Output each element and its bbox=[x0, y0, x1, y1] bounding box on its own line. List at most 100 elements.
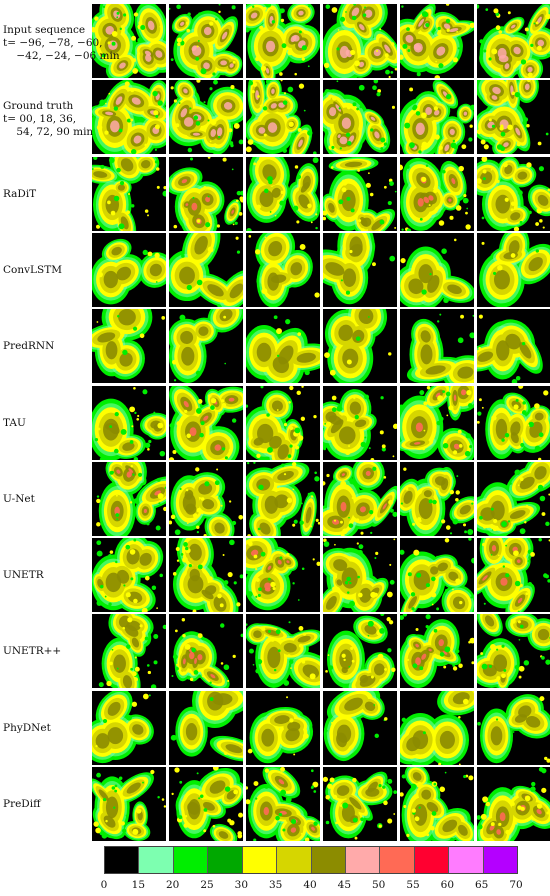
row-label: Input sequence t= −96, −78, −60, −42, −2… bbox=[3, 24, 120, 62]
radar-frame bbox=[246, 80, 320, 155]
row-label: UNETR bbox=[3, 569, 44, 582]
radar-frame bbox=[400, 309, 474, 384]
radar-frame bbox=[400, 690, 474, 765]
panel-row bbox=[92, 614, 550, 689]
radar-frame bbox=[400, 385, 474, 460]
panel-row bbox=[92, 690, 550, 765]
colorbar-segment bbox=[380, 847, 415, 873]
row-label: PhyDNet bbox=[3, 721, 51, 734]
radar-frame bbox=[323, 690, 397, 765]
colorbar-segment bbox=[105, 847, 140, 873]
radar-frame bbox=[92, 309, 166, 384]
radar-frame bbox=[246, 767, 320, 841]
colorbar-segment bbox=[208, 847, 243, 873]
radar-frame bbox=[400, 461, 474, 536]
radar-frame bbox=[92, 385, 166, 460]
radar-frame bbox=[246, 309, 320, 384]
panel-row bbox=[92, 4, 550, 78]
radar-frame bbox=[169, 538, 243, 613]
radar-frame bbox=[477, 461, 550, 536]
row-label: UNETR++ bbox=[3, 645, 62, 658]
colorbar-segment bbox=[483, 847, 518, 873]
colorbar-segment bbox=[277, 847, 312, 873]
colorbar-tick: 25 bbox=[200, 879, 214, 891]
radar-frame bbox=[477, 614, 550, 689]
radar-frame bbox=[323, 232, 397, 307]
colorbar-tick: 65 bbox=[474, 879, 489, 891]
colorbar-tick: 0 bbox=[100, 879, 108, 891]
radar-frame bbox=[477, 156, 550, 231]
colorbar-tick: 45 bbox=[337, 879, 352, 891]
panel-row bbox=[92, 232, 550, 307]
radar-frame bbox=[246, 690, 320, 765]
radar-frame bbox=[169, 4, 243, 78]
panel-row bbox=[92, 385, 550, 460]
radar-frame bbox=[92, 461, 166, 536]
radar-frame bbox=[92, 232, 166, 307]
radar-frame bbox=[323, 80, 397, 155]
colorbar-tick: 50 bbox=[371, 879, 386, 891]
radar-frame bbox=[477, 767, 550, 841]
radar-frame bbox=[169, 461, 243, 536]
radar-frame bbox=[400, 80, 474, 155]
radar-frame bbox=[477, 80, 550, 155]
radar-frame bbox=[246, 385, 320, 460]
row-label: ConvLSTM bbox=[3, 263, 62, 276]
panel-row bbox=[92, 461, 550, 536]
radar-frame bbox=[477, 538, 550, 613]
panel-row bbox=[92, 538, 550, 613]
colorbar-segment bbox=[311, 847, 346, 873]
radar-frame bbox=[169, 690, 243, 765]
row-label: TAU bbox=[3, 416, 26, 429]
radar-frame bbox=[169, 767, 243, 841]
row-label: Ground truth t= 00, 18, 36, 54, 72, 90 m… bbox=[3, 100, 94, 139]
radar-frame bbox=[477, 385, 550, 460]
radar-frame bbox=[400, 538, 474, 613]
radar-frame bbox=[92, 80, 166, 155]
panel-row bbox=[92, 309, 550, 384]
colorbar-tick: 20 bbox=[165, 879, 180, 891]
radar-frame bbox=[400, 614, 474, 689]
radar-frame bbox=[92, 538, 166, 613]
row-label: U-Net bbox=[3, 492, 35, 505]
radar-frame bbox=[323, 461, 397, 536]
colorbar-tick: 30 bbox=[234, 879, 249, 891]
reflectivity-colorbar bbox=[104, 846, 518, 874]
colorbar-tick-labels: 0 15 20 25 30 35 40 45 50 55 60 65 70 bbox=[100, 879, 523, 893]
panel-row bbox=[92, 80, 550, 155]
colorbar-tick: 55 bbox=[406, 879, 420, 891]
colorbar-segment bbox=[449, 847, 484, 873]
radar-frame bbox=[246, 538, 320, 613]
radar-frame bbox=[246, 461, 320, 536]
radar-frame bbox=[92, 4, 166, 78]
radar-frame bbox=[323, 309, 397, 384]
radar-frame bbox=[246, 4, 320, 78]
radar-frame bbox=[92, 614, 166, 689]
radar-frame bbox=[400, 232, 474, 307]
row-label: PredRNN bbox=[3, 340, 55, 353]
radar-frame bbox=[323, 614, 397, 689]
radar-frame bbox=[169, 614, 243, 689]
colorbar-tick: 70 bbox=[509, 879, 523, 891]
radar-frame bbox=[400, 767, 474, 841]
radar-frame bbox=[92, 690, 166, 765]
radar-frame bbox=[323, 538, 397, 613]
radar-frame bbox=[246, 232, 320, 307]
panel-row bbox=[92, 767, 550, 841]
radar-frame bbox=[323, 767, 397, 841]
colorbar-segment bbox=[414, 847, 450, 873]
row-label: RaDiT bbox=[3, 187, 37, 200]
radar-frame bbox=[323, 156, 397, 231]
radar-frame bbox=[246, 156, 320, 231]
colorbar-segment bbox=[173, 847, 209, 873]
radar-frame bbox=[246, 614, 320, 689]
panel-row bbox=[92, 156, 550, 231]
radar-frame bbox=[92, 767, 166, 841]
radar-frame bbox=[400, 156, 474, 231]
colorbar-tick: 40 bbox=[303, 879, 317, 891]
colorbar-segment bbox=[345, 847, 381, 873]
colorbar-segment bbox=[139, 847, 174, 873]
radar-frame bbox=[169, 80, 243, 155]
radar-frame bbox=[477, 232, 550, 307]
radar-frame bbox=[477, 309, 550, 384]
